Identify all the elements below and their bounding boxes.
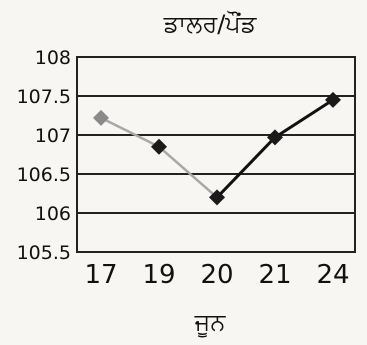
x-tick-label: 20 xyxy=(200,260,233,290)
series-line xyxy=(100,98,334,199)
y-axis-tick-labels: 105.5 106 106.5 107 107.5 108 xyxy=(17,47,71,264)
x-tick-label: 17 xyxy=(84,260,117,290)
series-segment xyxy=(215,136,277,199)
data-point-marker xyxy=(151,138,167,155)
chart-title: ਡਾਲਰ/ਪੌਂਡ xyxy=(163,10,258,38)
y-tick-label: 105.5 xyxy=(17,242,71,264)
y-tick-label: 107.5 xyxy=(17,86,71,108)
data-point-marker xyxy=(267,129,283,146)
series-segment xyxy=(100,116,160,148)
x-tick-label: 19 xyxy=(142,260,175,290)
x-axis-label: ਜੂਨ xyxy=(194,308,227,338)
y-tick-label: 106.5 xyxy=(17,164,71,186)
series-segment xyxy=(274,98,334,139)
x-axis-tick-labels: 17 19 20 21 24 xyxy=(84,260,349,290)
grid-lines xyxy=(77,95,355,214)
y-tick-label: 108 xyxy=(35,47,71,69)
x-tick-label: 24 xyxy=(316,260,349,290)
plot-frame xyxy=(76,56,356,253)
data-point-marker xyxy=(93,109,109,126)
data-point-marker xyxy=(325,91,341,108)
y-tick-label: 107 xyxy=(35,125,71,147)
x-tick-label: 21 xyxy=(258,260,291,290)
series-segment xyxy=(158,145,218,199)
data-point-marker xyxy=(209,189,225,206)
series-markers xyxy=(93,91,341,206)
y-tick-label: 106 xyxy=(35,203,71,225)
